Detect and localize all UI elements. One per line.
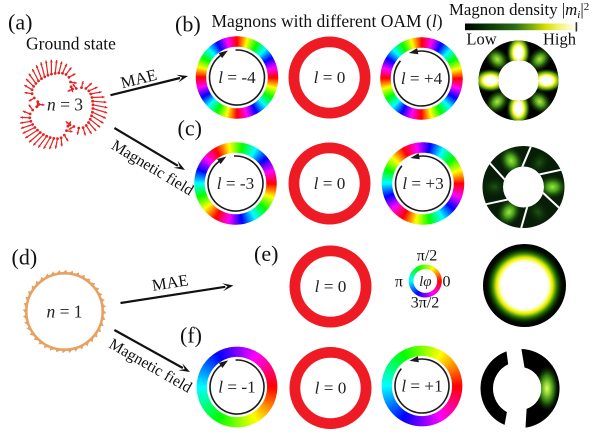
svg-text:(e): (e) bbox=[254, 241, 278, 266]
svg-text:l = 0: l = 0 bbox=[315, 277, 347, 296]
svg-text:π/2: π/2 bbox=[417, 248, 438, 265]
svg-text:lφ: lφ bbox=[419, 274, 431, 290]
svg-text:Magnon density |mi|2: Magnon density |mi|2 bbox=[449, 0, 589, 21]
svg-text:l = 0: l = 0 bbox=[314, 68, 346, 87]
svg-text:(f): (f) bbox=[180, 323, 202, 348]
svg-text:l = +3: l = +3 bbox=[402, 174, 443, 193]
svg-text:π: π bbox=[395, 274, 403, 291]
svg-text:l = -4: l = -4 bbox=[218, 68, 256, 87]
svg-text:Low: Low bbox=[466, 30, 496, 49]
svg-text:l = +4: l = +4 bbox=[401, 69, 443, 88]
svg-text:Ground state: Ground state bbox=[26, 34, 116, 54]
svg-text:High: High bbox=[543, 30, 577, 49]
svg-text:n = 3: n = 3 bbox=[47, 95, 83, 115]
svg-text:(c): (c) bbox=[178, 116, 202, 141]
svg-text:l = 0: l = 0 bbox=[315, 379, 347, 398]
svg-text:(d): (d) bbox=[12, 245, 38, 270]
svg-text:0: 0 bbox=[443, 274, 451, 291]
svg-text:l = 0: l = 0 bbox=[314, 174, 346, 193]
svg-text:n = 1: n = 1 bbox=[46, 302, 82, 322]
svg-text:l = -3: l = -3 bbox=[217, 174, 254, 193]
svg-text:l = -1: l = -1 bbox=[218, 378, 255, 397]
svg-text:l = +1: l = +1 bbox=[401, 377, 442, 396]
svg-text:3π/2: 3π/2 bbox=[411, 295, 440, 312]
svg-text:Magnons with different OAM (l): Magnons with different OAM (l) bbox=[211, 11, 442, 31]
svg-text:(a): (a) bbox=[8, 10, 32, 35]
svg-text:(b): (b) bbox=[175, 12, 201, 37]
